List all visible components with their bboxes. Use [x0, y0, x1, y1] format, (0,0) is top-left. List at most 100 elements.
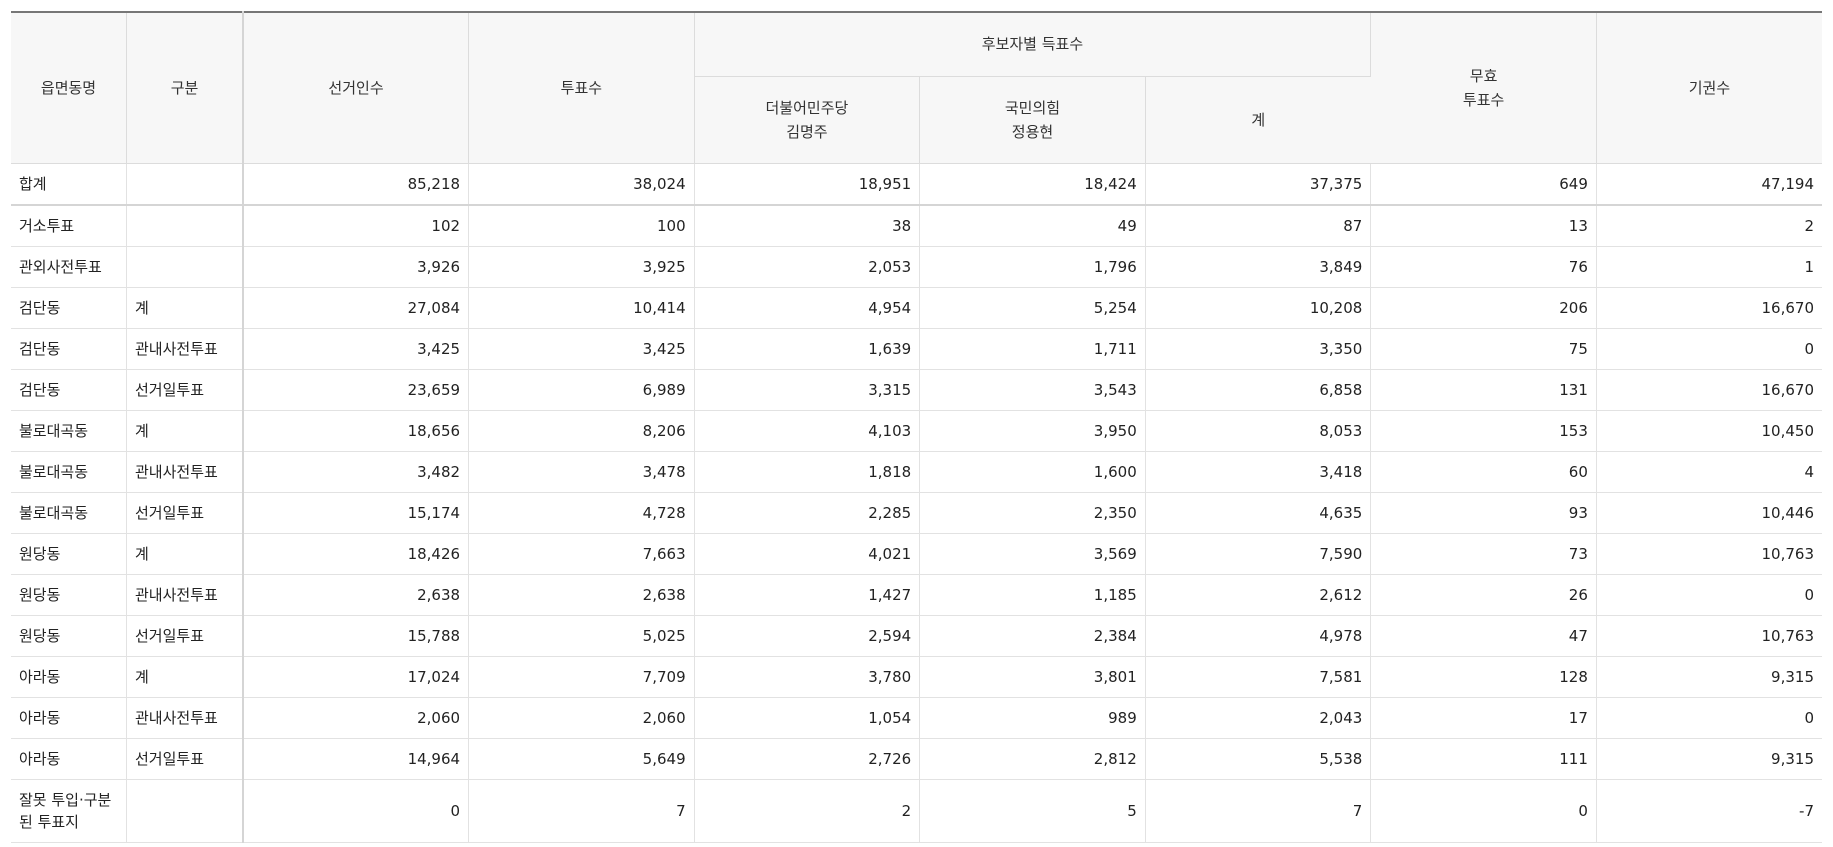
cell-candidate-total: 2,043 — [1145, 697, 1372, 739]
cell-type: 계 — [126, 533, 244, 575]
header-candidate-1-party: 더불어민주당 — [765, 98, 849, 117]
cell-name: 아라동 — [11, 656, 127, 698]
cell-votes: 3,925 — [468, 246, 695, 288]
cell-candidate-total: 87 — [1145, 204, 1372, 247]
cell-abstain: 10,763 — [1596, 533, 1822, 575]
cell-candidate-1: 2,594 — [694, 615, 921, 657]
cell-candidate-2: 49 — [919, 204, 1146, 247]
cell-votes: 100 — [468, 204, 695, 247]
cell-invalid: 17 — [1370, 697, 1597, 739]
cell-name: 거소투표 — [11, 204, 127, 247]
cell-candidate-2: 1,185 — [919, 574, 1146, 616]
cell-type: 관내사전투표 — [126, 451, 244, 493]
cell-candidate-1: 2 — [694, 779, 921, 843]
cell-votes: 2,060 — [468, 697, 695, 739]
cell-name: 원당동 — [11, 574, 127, 616]
cell-abstain: 10,446 — [1596, 492, 1822, 534]
cell-electors: 2,638 — [243, 574, 470, 616]
cell-candidate-total: 5,538 — [1145, 738, 1372, 780]
cell-abstain: 0 — [1596, 328, 1822, 370]
header-candidate-1-name: 김명주 — [786, 122, 828, 141]
cell-abstain: 9,315 — [1596, 656, 1822, 698]
cell-type: 관내사전투표 — [126, 574, 244, 616]
cell-candidate-2: 5 — [919, 779, 1146, 843]
cell-candidate-2: 3,950 — [919, 410, 1146, 452]
table-row: 관외사전투표 3,926 3,925 2,053 1,796 3,849 76 1 — [11, 246, 1822, 288]
cell-name: 원당동 — [11, 533, 127, 575]
cell-type — [126, 204, 244, 247]
cell-name: 아라동 — [11, 697, 127, 739]
table-row: 원당동 계 18,426 7,663 4,021 3,569 7,590 73 10,763 — [11, 533, 1822, 575]
cell-votes: 5,025 — [468, 615, 695, 657]
cell-name: 불로대곡동 — [11, 451, 127, 493]
election-results-table: 읍면동명 구분 선거인수 투표수 후보자별 득표수 무효 투표수 기권수 더불어민… — [11, 11, 1822, 843]
cell-candidate-1: 18,951 — [694, 163, 921, 206]
cell-abstain: -7 — [1596, 779, 1822, 843]
cell-votes: 2,638 — [468, 574, 695, 616]
cell-name: 검단동 — [11, 369, 127, 411]
cell-candidate-total: 37,375 — [1145, 163, 1372, 206]
cell-invalid: 206 — [1370, 287, 1597, 329]
cell-candidate-1: 3,315 — [694, 369, 921, 411]
cell-name: 검단동 — [11, 328, 127, 370]
cell-invalid: 13 — [1370, 204, 1597, 247]
header-candidate-2-name: 정용현 — [1011, 122, 1054, 141]
cell-electors: 18,656 — [243, 410, 470, 452]
cell-electors: 102 — [243, 204, 470, 247]
cell-candidate-2: 1,796 — [919, 246, 1146, 288]
cell-type: 관내사전투표 — [126, 328, 244, 370]
cell-candidate-total: 2,612 — [1145, 574, 1372, 616]
header-candidate-group: 후보자별 득표수 — [694, 11, 1372, 77]
cell-invalid: 76 — [1370, 246, 1597, 288]
cell-invalid: 47 — [1370, 615, 1597, 657]
cell-name: 합계 — [11, 163, 127, 206]
cell-invalid: 73 — [1370, 533, 1597, 575]
cell-type — [126, 246, 244, 288]
cell-invalid: 0 — [1370, 779, 1597, 843]
results-table-container: 읍면동명 구분 선거인수 투표수 후보자별 득표수 무효 투표수 기권수 더불어민… — [11, 11, 1822, 843]
table-row: 합계 85,218 38,024 18,951 18,424 37,375 649 47,19… — [11, 163, 1822, 206]
cell-electors: 15,788 — [243, 615, 470, 657]
cell-type — [126, 163, 244, 206]
cell-type: 계 — [126, 287, 244, 329]
cell-name: 아라동 — [11, 738, 127, 780]
cell-votes: 8,206 — [468, 410, 695, 452]
cell-abstain: 0 — [1596, 697, 1822, 739]
cell-candidate-1: 2,285 — [694, 492, 921, 534]
cell-votes: 7 — [468, 779, 695, 843]
cell-invalid: 128 — [1370, 656, 1597, 698]
cell-name: 원당동 — [11, 615, 127, 657]
cell-candidate-total: 3,849 — [1145, 246, 1372, 288]
cell-abstain: 0 — [1596, 574, 1822, 616]
cell-votes: 6,989 — [468, 369, 695, 411]
cell-electors: 18,426 — [243, 533, 470, 575]
cell-candidate-2: 2,812 — [919, 738, 1146, 780]
cell-invalid: 131 — [1370, 369, 1597, 411]
header-candidate-2: 국민의힘 정용현 — [919, 76, 1146, 164]
cell-candidate-2: 3,569 — [919, 533, 1146, 575]
cell-type — [126, 779, 244, 843]
table-row: 잘못 투입·구분된 투표지 0 7 2 5 7 0 -7 — [11, 779, 1822, 843]
cell-candidate-1: 1,054 — [694, 697, 921, 739]
cell-candidate-2: 18,424 — [919, 163, 1146, 206]
header-type: 구분 — [126, 11, 244, 164]
cell-electors: 3,425 — [243, 328, 470, 370]
cell-abstain: 4 — [1596, 451, 1822, 493]
cell-candidate-2: 5,254 — [919, 287, 1146, 329]
header-invalid-line1: 무효 — [1469, 66, 1498, 85]
cell-type: 선거일투표 — [126, 492, 244, 534]
header-invalid-line2: 투표수 — [1462, 90, 1505, 109]
cell-candidate-1: 4,103 — [694, 410, 921, 452]
cell-candidate-1: 2,726 — [694, 738, 921, 780]
cell-abstain: 1 — [1596, 246, 1822, 288]
cell-abstain: 16,670 — [1596, 287, 1822, 329]
cell-votes: 38,024 — [468, 163, 695, 206]
cell-votes: 7,663 — [468, 533, 695, 575]
cell-candidate-1: 3,780 — [694, 656, 921, 698]
cell-name: 불로대곡동 — [11, 410, 127, 452]
cell-invalid: 60 — [1370, 451, 1597, 493]
cell-type: 선거일투표 — [126, 615, 244, 657]
cell-candidate-1: 1,427 — [694, 574, 921, 616]
